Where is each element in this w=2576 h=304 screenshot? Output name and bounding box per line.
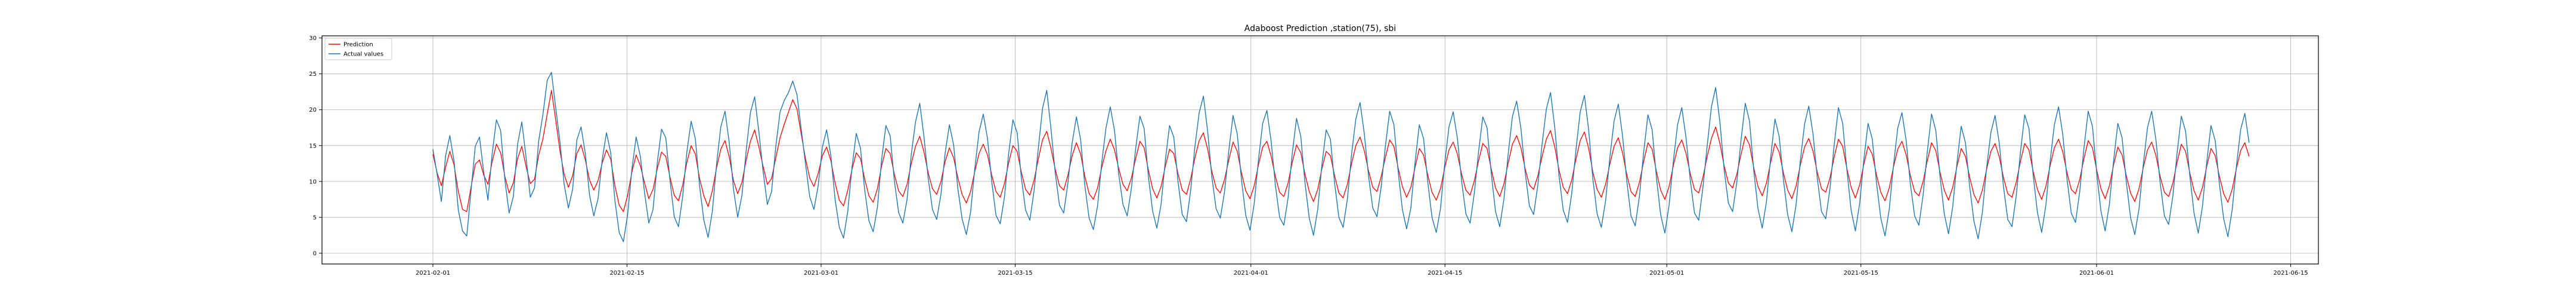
y-tick-label: 10 [309,179,317,185]
series-line-actual-values [432,72,2250,242]
x-tick-label: 2021-02-15 [609,270,644,277]
y-tick-label: 5 [313,214,317,221]
chart-title: Adaboost Prediction ,station(75), sbi [1244,24,1396,33]
y-tick-label: 30 [309,35,317,42]
x-tick-label: 2021-04-15 [1428,270,1462,277]
x-tick-label: 2021-06-15 [2273,270,2308,277]
y-tick-label: 20 [309,107,317,113]
x-tick-label: 2021-05-01 [1649,270,1684,277]
y-tick-label: 15 [309,143,317,149]
legend-label-prediction: Prediction [343,42,373,48]
x-tick-label: 2021-03-15 [998,270,1032,277]
x-tick-label: 2021-03-01 [804,270,838,277]
legend-label-actual-values: Actual values [343,51,383,58]
legend: Prediction Actual values [324,38,392,60]
grid-layer [322,36,2318,264]
legend-box [324,38,392,60]
y-axis-ticks: 0 5 10 15 20 25 30 [309,35,322,257]
series-layer [432,72,2250,242]
x-axis-ticks: 2021-02-01 2021-02-15 2021-03-01 2021-03-15… [416,264,2308,277]
y-tick-label: 25 [309,71,317,78]
plot-area-frame [321,35,2319,265]
x-tick-label: 2021-06-01 [2079,270,2114,277]
y-tick-label: 0 [313,250,317,257]
x-tick-label: 2021-04-01 [1234,270,1268,277]
x-tick-label: 2021-05-15 [1844,270,1878,277]
series-line-prediction [432,90,2250,212]
x-tick-label: 2021-02-01 [416,270,450,277]
